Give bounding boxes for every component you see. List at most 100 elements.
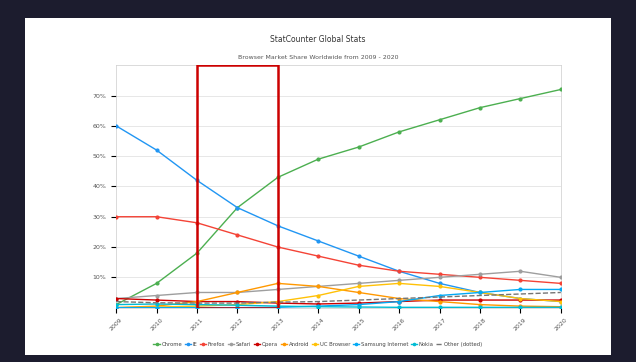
Nokia [193,302,201,307]
UC Browser [396,281,403,286]
Firefox [436,272,443,277]
Opera [153,298,160,302]
Text: StatCounter Global Stats: StatCounter Global Stats [270,35,366,44]
Firefox [476,275,484,279]
Android [113,306,120,310]
Opera [476,298,484,302]
Nokia [153,302,160,306]
UC Browser [476,290,484,295]
Samsung Internet [557,287,565,292]
Safari [153,293,160,298]
Line: Other (dotted): Other (dotted) [116,292,561,303]
UC Browser [193,304,201,308]
Samsung Internet [233,306,241,310]
UC Browser [274,299,282,304]
Line: Firefox: Firefox [114,215,562,285]
Opera [113,296,120,301]
Nokia [233,303,241,307]
Chrome [476,105,484,110]
Other (dotted) [476,293,484,298]
Chrome [516,96,524,101]
UC Browser [436,284,443,289]
Firefox [113,215,120,219]
Samsung Internet [436,293,443,298]
Other (dotted) [396,296,403,301]
Safari [436,275,443,279]
Android [355,290,363,295]
Opera [557,298,565,302]
Safari [476,272,484,277]
Firefox [355,263,363,268]
Android [516,304,524,308]
Opera [516,298,524,302]
Firefox [314,254,322,258]
UC Browser [233,302,241,307]
Chrome [274,175,282,180]
Other (dotted) [557,290,565,295]
Other (dotted) [436,295,443,299]
Android [476,302,484,307]
Android [233,290,241,295]
Firefox [557,281,565,286]
Other (dotted) [274,300,282,304]
Nokia [113,302,120,307]
Opera [396,299,403,304]
Chrome [557,87,565,92]
Chrome [113,302,120,307]
IE [113,124,120,128]
Line: Android: Android [114,282,562,309]
Opera [355,301,363,305]
IE [557,299,565,304]
UC Browser [314,293,322,298]
IE [396,269,403,273]
Opera [193,299,201,304]
Nokia [274,304,282,308]
Android [314,284,322,289]
Opera [314,302,322,306]
Nokia [314,304,322,309]
Android [396,296,403,301]
UC Browser [355,284,363,289]
Nokia [516,305,524,310]
Samsung Internet [314,304,322,308]
UC Browser [516,296,524,301]
IE [436,281,443,286]
Chrome [193,251,201,255]
Line: IE: IE [114,125,562,303]
Other (dotted) [516,292,524,296]
Samsung Internet [516,287,524,292]
Android [193,299,201,304]
Samsung Internet [113,306,120,310]
Chrome [396,130,403,134]
Safari [193,290,201,295]
Android [557,304,565,309]
Firefox [193,220,201,225]
Samsung Internet [476,290,484,295]
Opera [233,299,241,304]
Safari [557,275,565,279]
Nokia [557,305,565,310]
Chrome [436,118,443,122]
Other (dotted) [193,301,201,305]
Chrome [153,281,160,286]
UC Browser [153,305,160,309]
Android [274,281,282,286]
Safari [314,284,322,289]
IE [193,178,201,182]
Chrome [355,145,363,149]
Safari [396,278,403,282]
Line: Samsung Internet: Samsung Internet [114,288,562,309]
Chrome [314,157,322,161]
Line: Nokia: Nokia [114,303,562,309]
Other (dotted) [314,299,322,304]
Android [153,304,160,308]
IE [476,290,484,295]
Opera [274,301,282,305]
IE [153,148,160,152]
Samsung Internet [355,302,363,307]
Samsung Internet [193,306,201,310]
Safari [274,287,282,292]
IE [516,296,524,301]
Safari [516,269,524,273]
Samsung Internet [153,306,160,310]
